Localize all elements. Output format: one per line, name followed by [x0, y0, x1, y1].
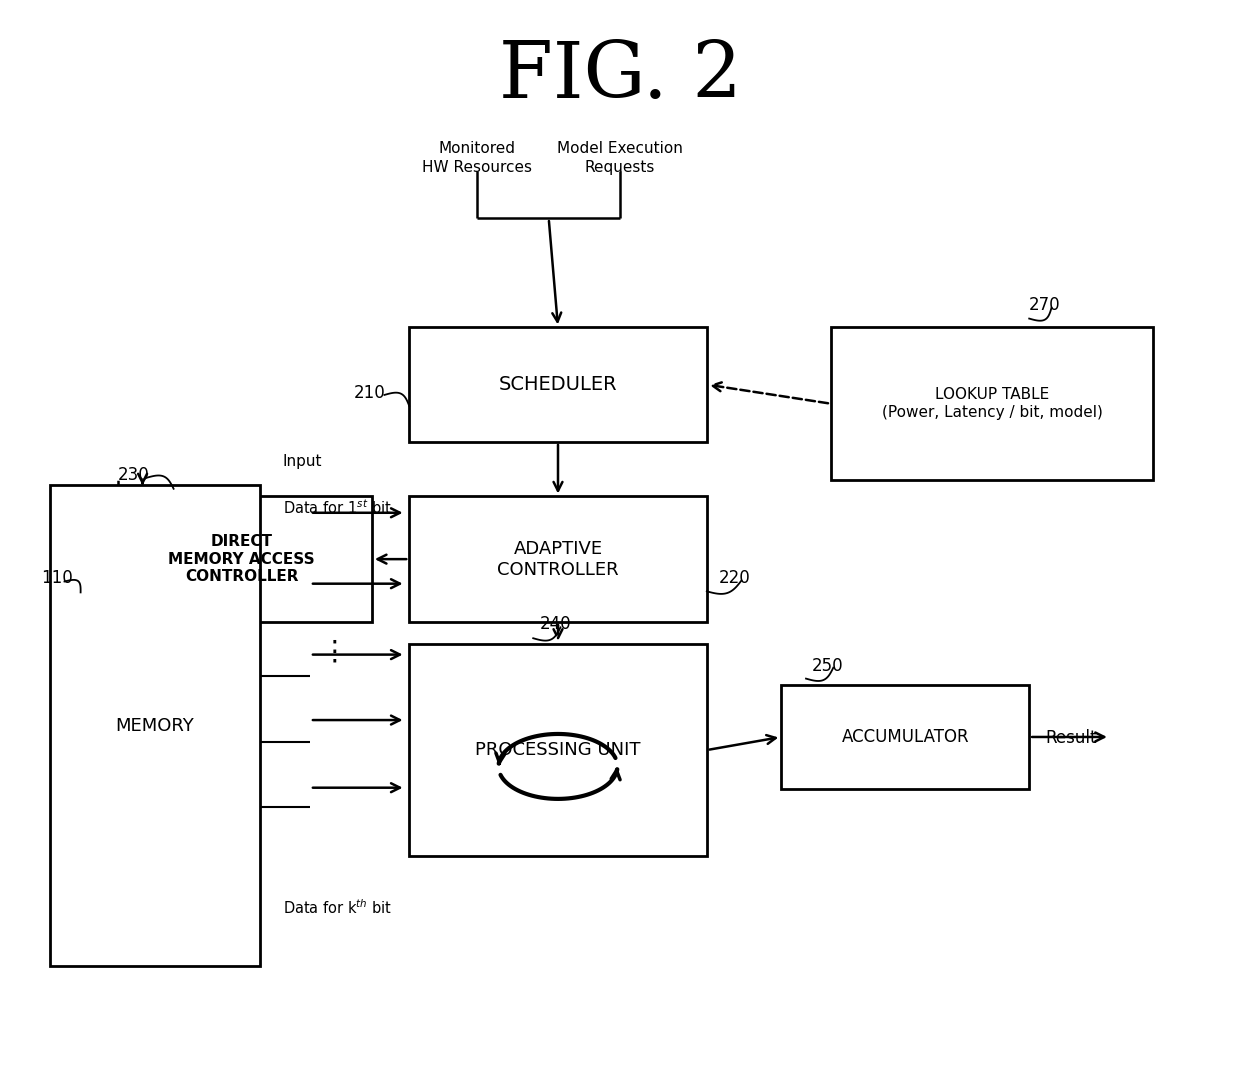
FancyBboxPatch shape [409, 496, 707, 622]
FancyBboxPatch shape [409, 644, 707, 856]
Text: 110: 110 [41, 570, 73, 587]
Text: 230: 230 [118, 466, 150, 483]
Text: ADAPTIVE
CONTROLLER: ADAPTIVE CONTROLLER [497, 540, 619, 578]
Text: Result: Result [1045, 729, 1097, 746]
Text: 240: 240 [539, 615, 572, 633]
FancyBboxPatch shape [831, 327, 1153, 480]
Text: MEMORY: MEMORY [115, 717, 195, 734]
Text: SCHEDULER: SCHEDULER [498, 375, 618, 394]
FancyBboxPatch shape [409, 327, 707, 442]
Text: Input: Input [283, 454, 322, 469]
Text: FIG. 2: FIG. 2 [498, 38, 742, 113]
FancyBboxPatch shape [50, 485, 260, 966]
Text: PROCESSING UNIT: PROCESSING UNIT [475, 741, 641, 759]
Text: ACCUMULATOR: ACCUMULATOR [842, 728, 968, 746]
Text: 210: 210 [353, 384, 386, 401]
FancyBboxPatch shape [112, 496, 372, 622]
Text: Data for k$^{th}$ bit: Data for k$^{th}$ bit [283, 898, 392, 918]
Text: Model Execution
Requests: Model Execution Requests [557, 141, 683, 175]
Text: Monitored
HW Resources: Monitored HW Resources [423, 141, 532, 175]
FancyBboxPatch shape [781, 685, 1029, 789]
Text: 250: 250 [812, 657, 844, 674]
Text: 270: 270 [1029, 297, 1061, 314]
Text: ⋮: ⋮ [321, 638, 348, 666]
Text: 220: 220 [719, 570, 751, 587]
Text: LOOKUP TABLE
(Power, Latency / bit, model): LOOKUP TABLE (Power, Latency / bit, mode… [882, 387, 1102, 420]
Text: DIRECT
MEMORY ACCESS
CONTROLLER: DIRECT MEMORY ACCESS CONTROLLER [169, 535, 315, 584]
Text: Data for 1$^{st}$ bit: Data for 1$^{st}$ bit [283, 497, 392, 517]
